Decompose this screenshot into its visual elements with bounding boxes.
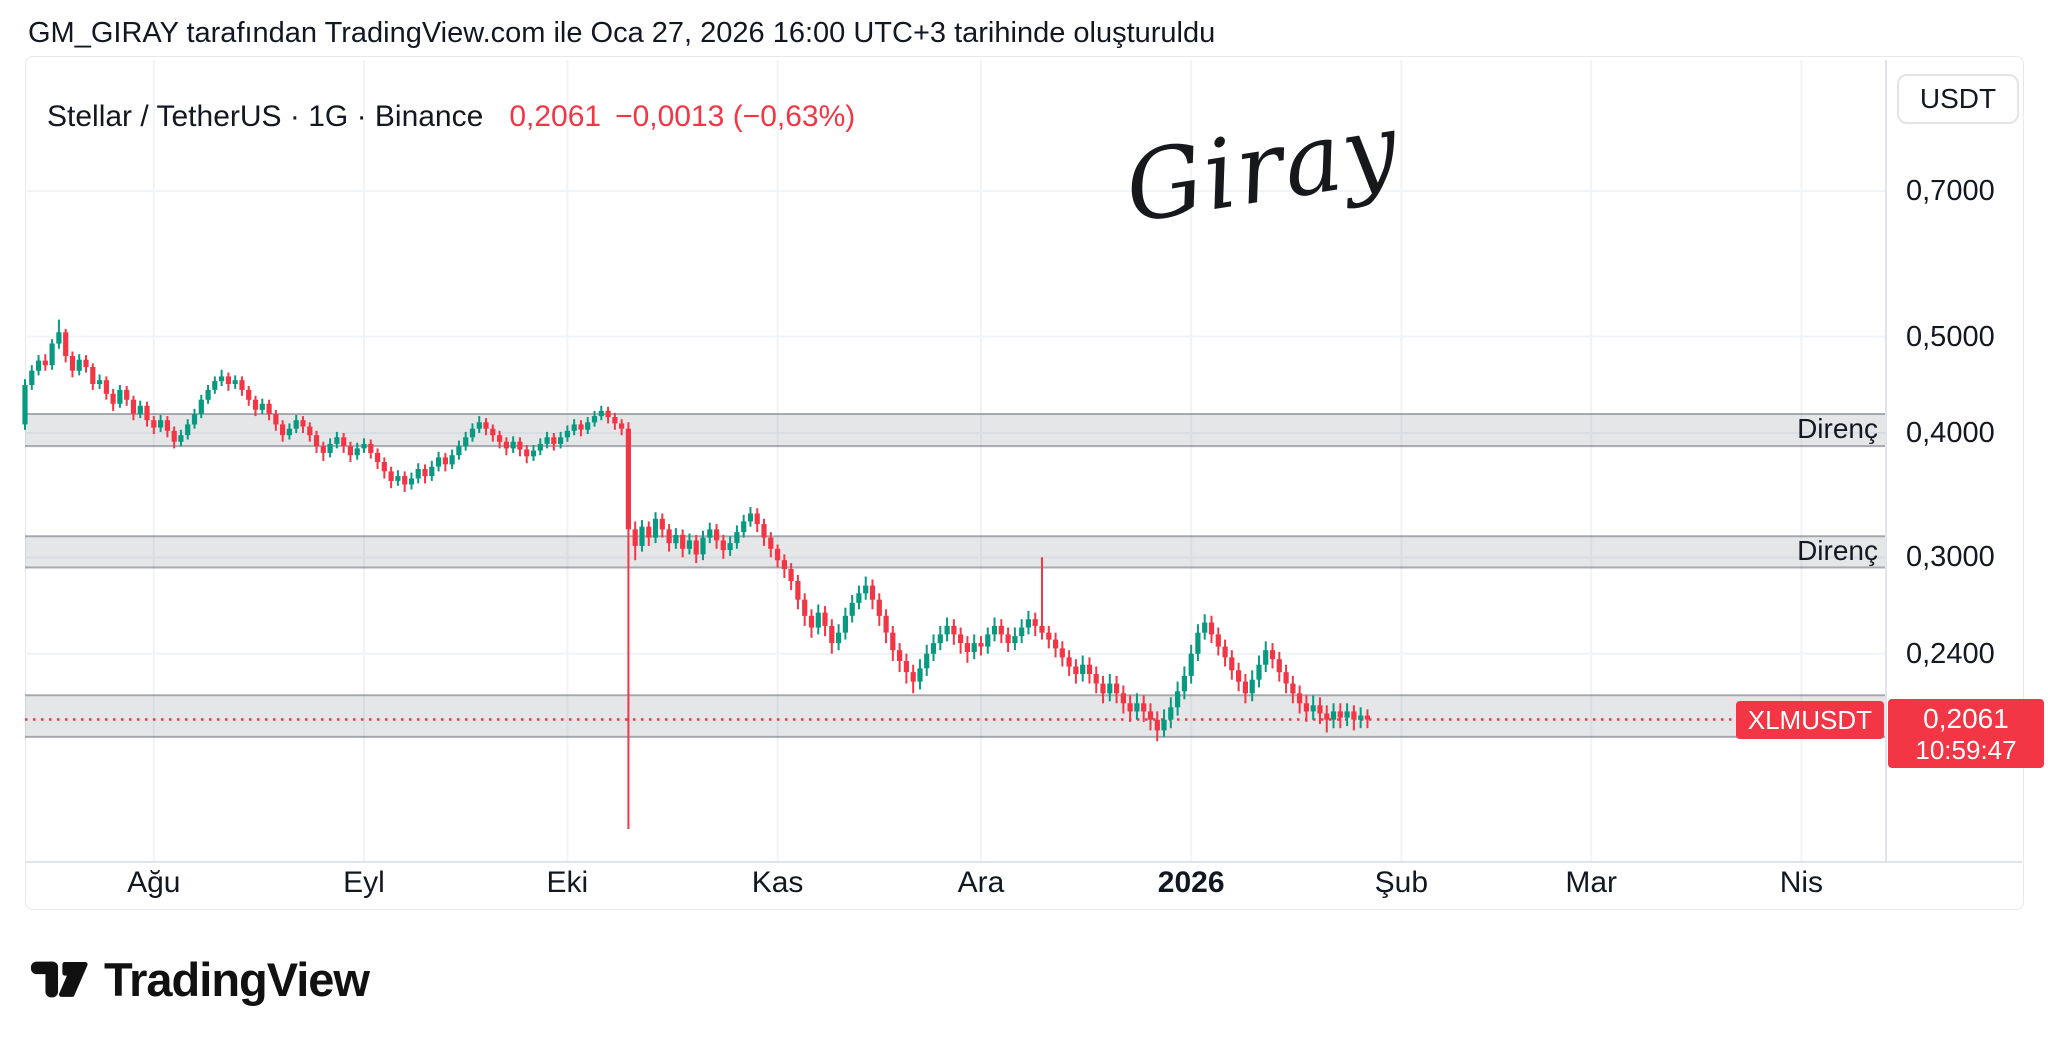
resistance-label: Direnç xyxy=(1797,534,1878,566)
time-tick-label: Ara xyxy=(957,866,1005,899)
last-price: 0,2061 xyxy=(509,100,602,133)
time-tick-label: Ağu xyxy=(127,866,181,899)
price-tick-label: 0,5000 xyxy=(1906,320,1995,353)
chart-plot-area[interactable] xyxy=(25,60,1886,862)
price-tick-label: 0,4000 xyxy=(1906,417,1995,449)
time-tick-label: Eyl xyxy=(343,866,385,899)
resistance-label: Direnç xyxy=(1797,413,1878,445)
time-tick-label: Kas xyxy=(751,866,804,899)
symbol-title[interactable]: Stellar / TetherUS · 1G · Binance xyxy=(47,100,484,133)
symbol-header[interactable]: Stellar / TetherUS · 1G · Binance 0,2061… xyxy=(47,100,855,134)
quote-currency-button[interactable]: USDT xyxy=(1897,74,2019,124)
chart-card xyxy=(25,56,2024,910)
time-tick-label: Mar xyxy=(1565,866,1617,899)
price-tick-label: 0,2400 xyxy=(1906,637,1995,670)
price-tick-label: 0,7000 xyxy=(1906,175,1995,208)
countdown-timer: 10:59:47 xyxy=(1915,734,2017,765)
price-tick-label: 0,3000 xyxy=(1906,541,1995,574)
attribution-text: GM_GIRAY tarafından TradingView.com ile … xyxy=(28,17,1216,49)
current-price-value: 0,2061 xyxy=(1923,702,2009,734)
tradingview-logo-icon xyxy=(30,961,88,998)
price-change: −0,0013 (−0,63%) xyxy=(615,100,856,133)
tradingview-logo-text: TradingView xyxy=(104,952,370,1006)
time-tick-label: Eki xyxy=(546,866,589,899)
time-tick-label: 2026 xyxy=(1157,866,1225,899)
time-tick-label: Şub xyxy=(1374,866,1429,899)
time-tick-label: Nis xyxy=(1779,866,1824,899)
tradingview-logo[interactable]: TradingView xyxy=(28,948,370,1010)
current-price-badge: 0,2061 10:59:47 xyxy=(1888,698,2044,768)
price-line-symbol-tag: XLMUSDT xyxy=(1735,700,1884,739)
header-quote: 0,2061 −0,0013 (−0,63%) xyxy=(509,100,855,134)
